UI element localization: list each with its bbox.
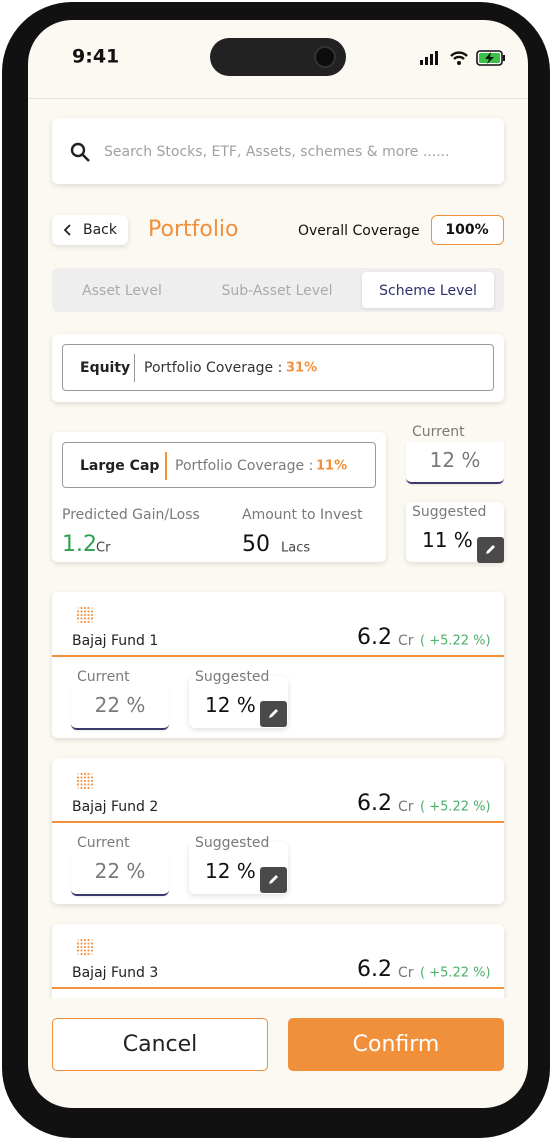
cancel-button[interactable] bbox=[52, 1018, 268, 1071]
large-cap-coverage-value: 11% bbox=[316, 458, 348, 474]
current-value: 22 % bbox=[94, 693, 146, 717]
gain-label: Predicted Gain/Loss bbox=[62, 507, 200, 523]
search-icon bbox=[70, 142, 90, 162]
equity-coverage-label: Portfolio Coverage : bbox=[144, 360, 283, 376]
fund-amount: 6.2 bbox=[357, 625, 392, 650]
status-icons bbox=[420, 50, 505, 66]
current-label: Current bbox=[77, 669, 130, 685]
fund-icon bbox=[76, 772, 94, 790]
fund-divider bbox=[52, 987, 504, 989]
search-box[interactable] bbox=[52, 118, 504, 184]
divider bbox=[28, 98, 528, 99]
current-value: 22 % bbox=[94, 859, 146, 883]
large-cap-box bbox=[62, 442, 376, 488]
current-label: Current bbox=[77, 835, 130, 851]
equity-name: Equity bbox=[80, 360, 131, 376]
current-input[interactable] bbox=[71, 856, 169, 896]
camera bbox=[314, 46, 336, 68]
separator bbox=[134, 354, 135, 382]
equity-coverage-value: 31% bbox=[286, 360, 318, 376]
invest-value: 50 bbox=[242, 532, 270, 557]
equity-box bbox=[62, 344, 494, 391]
edit-button[interactable] bbox=[477, 537, 504, 563]
coverage-value: 100% bbox=[445, 222, 489, 238]
suggested-value: 11 % bbox=[422, 528, 473, 552]
separator bbox=[165, 452, 167, 480]
scroll-area: Search Stocks, ETF, Assets, schemes & mo… bbox=[52, 118, 504, 998]
gain-unit: Cr bbox=[96, 540, 111, 556]
search-placeholder: Search Stocks, ETF, Assets, schemes & mo… bbox=[104, 144, 450, 160]
current-input[interactable] bbox=[71, 690, 169, 730]
page-title: Portfolio bbox=[148, 217, 239, 242]
invest-label: Amount to Invest bbox=[242, 507, 363, 523]
invest-unit: Lacs bbox=[281, 540, 311, 556]
current-input[interactable] bbox=[406, 442, 504, 484]
confirm-button[interactable] bbox=[288, 1018, 504, 1071]
fund-card bbox=[52, 924, 504, 998]
suggested-value: 12 % bbox=[205, 693, 256, 717]
large-cap-coverage-label: Portfolio Coverage : bbox=[175, 458, 314, 474]
gain-value: 1.2 bbox=[62, 532, 97, 557]
fund-amount: 6.2 bbox=[357, 791, 392, 816]
fund-icon bbox=[76, 606, 94, 624]
fund-divider bbox=[52, 655, 504, 657]
fund-name: Bajaj Fund 3 bbox=[72, 965, 159, 981]
large-cap-name: Large Cap bbox=[80, 458, 160, 474]
fund-icon bbox=[76, 938, 94, 956]
suggested-label: Suggested bbox=[195, 835, 270, 851]
fund-unit: Cr bbox=[398, 799, 414, 815]
tab-label[interactable]: Asset Level bbox=[82, 283, 162, 299]
fund-change: ( +5.22 %) bbox=[420, 965, 491, 981]
fund-name: Bajaj Fund 1 bbox=[72, 633, 159, 649]
cancel-label: Cancel bbox=[122, 1032, 198, 1057]
fund-divider bbox=[52, 821, 504, 823]
confirm-label: Confirm bbox=[352, 1032, 440, 1057]
dynamic-island bbox=[210, 38, 346, 76]
back-label: Back bbox=[83, 222, 117, 238]
current-value: 12 % bbox=[429, 448, 481, 472]
fund-unit: Cr bbox=[398, 965, 414, 981]
back-chevron bbox=[63, 224, 71, 236]
active-tab[interactable] bbox=[362, 272, 494, 308]
suggested-value: 12 % bbox=[205, 859, 256, 883]
fund-unit: Cr bbox=[398, 633, 414, 649]
coverage-label: Overall Coverage bbox=[298, 223, 420, 239]
fund-name: Bajaj Fund 2 bbox=[72, 799, 159, 815]
tab-label: Scheme Level bbox=[379, 283, 477, 299]
large-cap-card bbox=[52, 432, 386, 562]
fund-change: ( +5.22 %) bbox=[420, 799, 491, 815]
fund-amount: 6.2 bbox=[357, 957, 392, 982]
coverage-box bbox=[431, 215, 504, 245]
status-time: 9:41 bbox=[72, 45, 120, 68]
suggested-label: Suggested bbox=[412, 504, 487, 520]
current-label: Current bbox=[412, 424, 465, 440]
suggested-label: Suggested bbox=[195, 669, 270, 685]
fund-change: ( +5.22 %) bbox=[420, 633, 491, 649]
edit-button[interactable] bbox=[260, 701, 287, 727]
tab-label[interactable]: Sub-Asset Level bbox=[221, 283, 333, 299]
edit-button[interactable] bbox=[260, 867, 287, 893]
